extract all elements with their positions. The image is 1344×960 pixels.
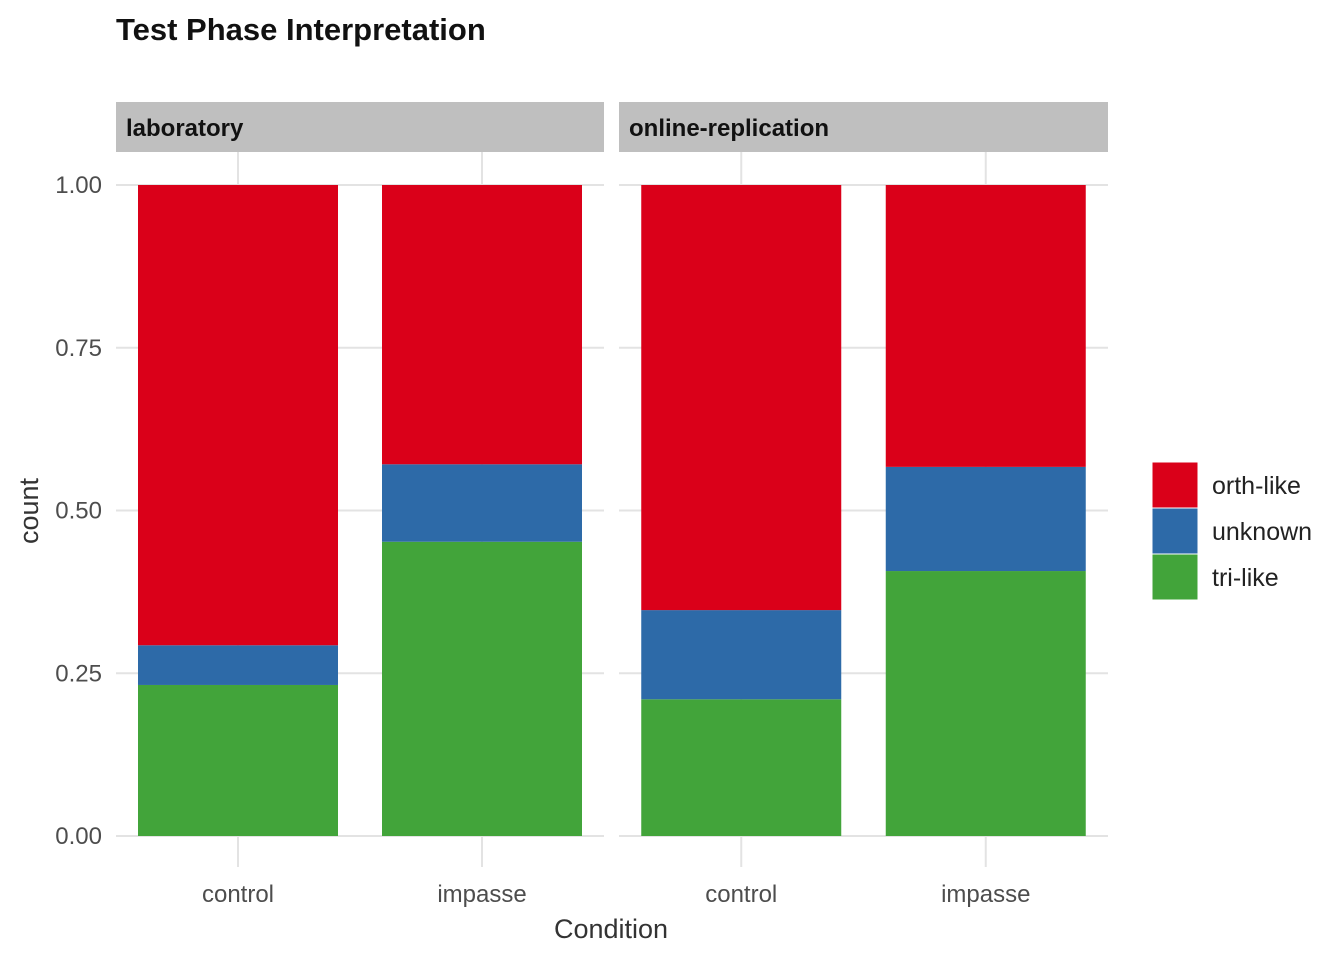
facet-strip xyxy=(619,102,1108,152)
facet-panel-online-replication: online-replication control impasse xyxy=(619,102,1108,908)
y-tick-label: 0.00 xyxy=(55,823,102,850)
legend-key-tri-like xyxy=(1151,553,1199,601)
legend-label: tri-like xyxy=(1212,564,1279,592)
y-tick-label: 0.50 xyxy=(55,498,102,525)
bar-segment-unknown xyxy=(641,610,842,700)
legend-key-unknown xyxy=(1151,507,1199,555)
bar-segment-orth-like xyxy=(382,185,582,465)
bar-segment-orth-like xyxy=(641,185,842,611)
y-axis-ticks: 0.00 0.25 0.50 0.75 1.00 xyxy=(55,172,102,850)
legend: orth-like unknown tri-like xyxy=(1151,461,1312,601)
x-tick-label: control xyxy=(705,881,777,908)
bar-segment-unknown xyxy=(885,466,1086,572)
facet-strip xyxy=(116,102,604,152)
x-tick-label: control xyxy=(202,881,274,908)
x-tick-label: impasse xyxy=(941,881,1030,908)
facet-panel-laboratory: laboratory control impasse xyxy=(116,102,604,908)
bar-segment-orth-like xyxy=(885,185,1086,467)
legend-label: unknown xyxy=(1212,518,1312,546)
bar-segment-unknown xyxy=(138,645,338,685)
x-tick-label: impasse xyxy=(437,881,526,908)
x-axis-title: Condition xyxy=(554,914,668,944)
bar-segment-tri-like xyxy=(641,699,842,836)
bar-segment-orth-like xyxy=(138,185,338,646)
facet-strip-label: online-replication xyxy=(629,115,829,142)
bar-segment-tri-like xyxy=(382,541,582,836)
facet-strip-label: laboratory xyxy=(126,115,244,142)
y-axis-title: count xyxy=(14,477,44,544)
legend-key-orth-like xyxy=(1151,461,1199,509)
chart-title: Test Phase Interpretation xyxy=(116,12,486,47)
bar-segment-tri-like xyxy=(138,684,338,836)
y-tick-label: 1.00 xyxy=(55,172,102,199)
bar-segment-unknown xyxy=(382,464,582,542)
y-tick-label: 0.25 xyxy=(55,660,102,687)
legend-label: orth-like xyxy=(1212,472,1301,500)
y-tick-label: 0.75 xyxy=(55,335,102,362)
bar-segment-tri-like xyxy=(885,571,1086,836)
